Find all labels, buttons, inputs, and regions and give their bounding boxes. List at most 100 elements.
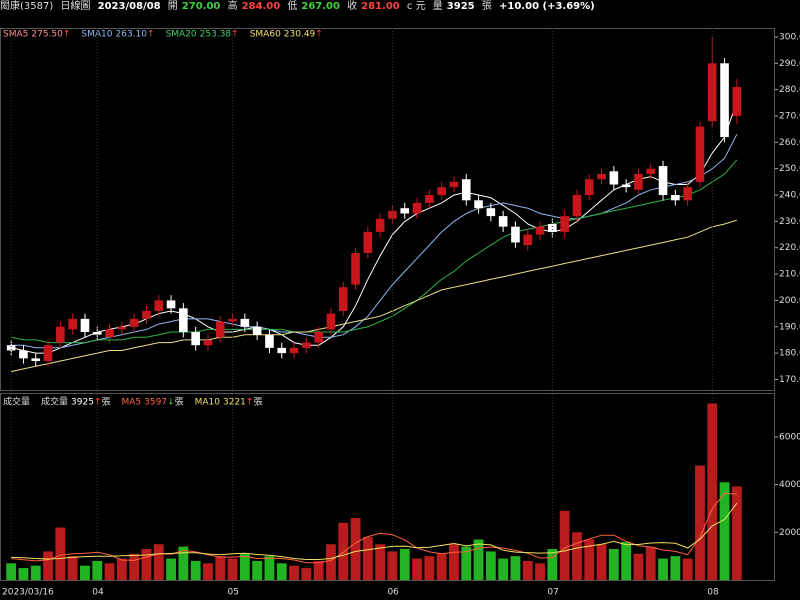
legend-value: 3597 [144, 398, 167, 408]
volume-bar [6, 563, 17, 580]
volume-bar [498, 558, 509, 580]
y-tick-label: 190.0 [779, 322, 800, 332]
legend-arrow: ↑ [147, 30, 155, 40]
volume-bar [424, 556, 435, 580]
legend-name: MA5 [122, 398, 142, 408]
volume-bar [30, 565, 41, 580]
legend-value: 263.10 [116, 30, 148, 40]
volume-frame [0, 393, 775, 581]
volume-bar [621, 541, 632, 580]
volume-bar [695, 465, 705, 580]
candle-body [732, 87, 742, 116]
close-label: 收 [347, 1, 358, 12]
volume-bar [645, 546, 656, 580]
candle-body [400, 208, 410, 214]
candle-body [634, 173, 643, 190]
y-tick-label: 300.0 [779, 32, 800, 42]
volume-bar [153, 544, 164, 580]
legend-arrow: ↑ [315, 30, 323, 40]
volume-bar [707, 403, 718, 580]
date: 2023/08/08 [97, 1, 161, 12]
volume-bar [682, 558, 693, 580]
ma-line [11, 502, 738, 560]
volume-bar [129, 553, 140, 580]
candle-body [461, 179, 471, 201]
volume-bar [227, 558, 238, 580]
candle-body [425, 195, 434, 203]
candle-body [326, 313, 336, 330]
y-tick-label: 4000 [779, 480, 800, 490]
legend-value: 3221 [223, 398, 246, 408]
x-tick-label: 08 [707, 588, 719, 598]
candle-body [265, 334, 274, 348]
volume-bar [461, 546, 472, 580]
legend-name: 成交量 [41, 396, 68, 408]
volume-bar [522, 560, 533, 580]
volume-bar [449, 544, 459, 580]
candle-body [80, 318, 90, 333]
y-tick-label: 6000 [779, 432, 800, 442]
candle-body [240, 318, 250, 327]
volume-bar [43, 551, 53, 580]
legend-arrow: ↑ [246, 398, 254, 408]
candle-body [215, 321, 225, 338]
x-tick-label: 06 [387, 588, 399, 598]
volume-bar [141, 549, 152, 580]
header-bar: 閎康(3587) 日線圖 2023/08/08 開 270.00 高 284.00 … [0, 0, 800, 16]
open: 270.00 [181, 1, 221, 12]
candle-body [289, 347, 299, 354]
volume-bar [264, 556, 275, 580]
volume-bar [252, 560, 263, 580]
volume-bar [190, 560, 201, 580]
candle-body [375, 218, 385, 232]
candle-body [56, 326, 65, 343]
x-tick-label: 2023/03/16 [2, 588, 54, 598]
candle-body [572, 195, 582, 217]
volume-title: 成交量 [3, 396, 30, 408]
volume-bar [67, 556, 78, 580]
candle-body [252, 326, 262, 335]
ma-line [11, 219, 738, 373]
candle-body [302, 342, 311, 348]
volume-bar [633, 553, 644, 580]
ma-line [11, 101, 738, 354]
candle-body [129, 318, 139, 327]
volume-bar [239, 553, 250, 580]
candle-body [437, 187, 446, 196]
candle-body [19, 350, 28, 359]
ma-line [11, 492, 737, 564]
candle-body [338, 287, 348, 311]
volume-bar [326, 544, 336, 580]
y-tick-label: 200.0 [779, 296, 800, 306]
volume-bar [387, 551, 398, 580]
volume-bar [731, 486, 742, 580]
candle-body [228, 318, 237, 322]
candle-body [511, 226, 520, 243]
y-tick-label: 180.0 [779, 349, 800, 359]
ma-line [11, 133, 738, 349]
candle-body [474, 200, 483, 209]
volume-bar [584, 539, 595, 580]
x-tick-label: 05 [228, 588, 239, 598]
candle-body [720, 63, 729, 138]
candle-body [117, 326, 127, 330]
legend-name: SMA60 [250, 30, 281, 40]
y-tick-label: 230.0 [779, 217, 800, 227]
candle-body [535, 226, 545, 235]
high: 284.00 [241, 1, 281, 12]
candle-body [683, 187, 692, 201]
candle-body [191, 332, 200, 346]
close: 281.00 [361, 1, 400, 12]
y-tick-label: 2000 [779, 528, 800, 538]
candle-body [166, 300, 176, 309]
y-tick-label: 280.0 [779, 85, 800, 95]
candle-body [43, 345, 53, 362]
volume-bar [313, 560, 324, 580]
volume-bar [375, 544, 386, 580]
y-tick-label: 210.0 [779, 270, 800, 280]
legend-value: 275.50 [31, 30, 63, 40]
volume-bar [92, 560, 103, 580]
candle-body [179, 308, 188, 333]
volume-bar [362, 537, 373, 580]
